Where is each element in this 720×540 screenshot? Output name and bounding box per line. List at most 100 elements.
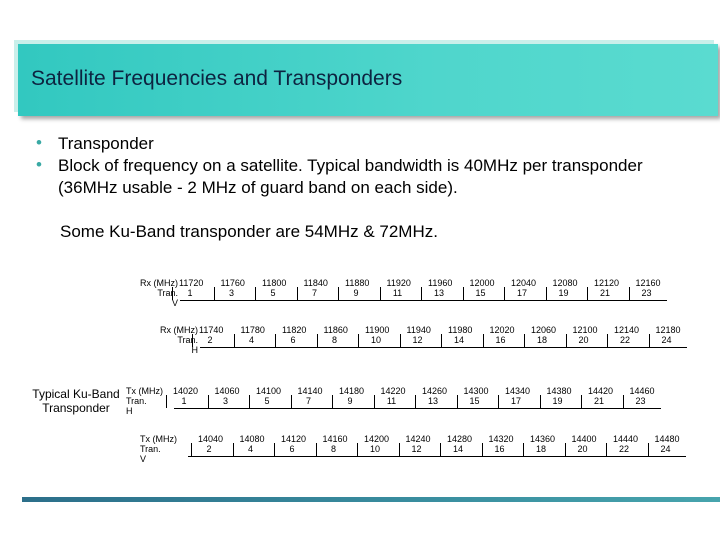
frequency-label: 11980 [448, 325, 473, 335]
transponder-cell: 11740 2 [199, 325, 223, 345]
transponder-number: 3 [222, 396, 228, 406]
channel-tick [545, 287, 547, 300]
frequency-label: 14100 [256, 386, 282, 396]
transponder-number: 4 [248, 335, 254, 345]
transponder-cell: 12100 20 [573, 325, 598, 345]
frequency-label: 14320 [488, 434, 514, 444]
channel-tick [539, 395, 541, 408]
channel-tick [332, 395, 333, 408]
frequency-label: 14440 [613, 434, 639, 444]
bullet-icon: • [36, 133, 42, 152]
transponder-number: 9 [347, 396, 353, 406]
frequency-label: 14420 [588, 386, 614, 396]
channel-tick [456, 395, 458, 408]
row-header-line: V [171, 298, 178, 308]
transponder-cell: 14380 19 [547, 386, 572, 406]
transponder-number: 12 [411, 444, 422, 454]
channel-tick [191, 443, 192, 456]
channel-tick [357, 443, 358, 456]
frequency-label: 14480 [654, 434, 680, 444]
transponder-number: 17 [516, 288, 527, 298]
transponder-cell: 11760 3 [221, 278, 245, 298]
transponder-cell: 14080 4 [239, 434, 265, 454]
channel-tick [290, 395, 292, 408]
frequency-label: 14340 [505, 386, 531, 396]
frequency-label: 12000 [469, 278, 495, 288]
transponder-number: 20 [578, 335, 589, 345]
bullet-text: Transponder [58, 134, 154, 153]
row-header-line: Tx (MHz) [140, 434, 177, 444]
frequency-label: 14460 [629, 386, 655, 396]
frequency-label: 14060 [214, 386, 240, 396]
transponder-number: 19 [558, 288, 569, 298]
row-header-line: Rx (MHz) [160, 325, 198, 335]
frequency-label: 11860 [323, 325, 348, 335]
transponder-number: 7 [305, 396, 311, 406]
frequency-label: 14300 [463, 386, 489, 396]
frequency-label: 14120 [281, 434, 307, 444]
frequency-label: 11940 [406, 325, 431, 335]
transponder-number: 15 [475, 288, 486, 298]
frequency-label: 14040 [198, 434, 224, 444]
transponder-cell: 14340 17 [505, 386, 531, 406]
frequency-label: 12060 [531, 325, 557, 335]
transponder-cell: 12060 18 [531, 325, 557, 345]
row-header-line: V [140, 454, 147, 464]
transponder-cell: 14160 8 [323, 434, 348, 454]
frequency-row: Tx (MHz) Tran. H 14020 1 14060 3 14100 5 14140 7 14… [126, 386, 665, 428]
transponder-cell: 14140 7 [297, 386, 323, 406]
transponder-number: 3 [228, 288, 234, 298]
channel-tick [315, 443, 317, 456]
frequency-label: 14080 [239, 434, 265, 444]
channel-tick [565, 334, 567, 347]
frequency-label: 12180 [655, 325, 681, 335]
channel-tick [166, 395, 167, 408]
channel-tick [275, 334, 276, 347]
channel-tick [398, 443, 400, 456]
transponder-cell: 11960 13 [428, 278, 452, 298]
bullet-list: • Transponder • Block of frequency on a … [36, 133, 678, 199]
row-header-line: Tx (MHz) [126, 386, 163, 396]
frequency-label: 14180 [339, 386, 365, 396]
channel-tick [564, 443, 566, 456]
row-header-line: H [126, 406, 133, 416]
transponder-cell: 14240 12 [406, 434, 431, 454]
transponder-number: 2 [207, 335, 213, 345]
frequency-row: Tx (MHz) Tran. V 14040 2 14080 4 14120 6 14160 8 14… [140, 434, 690, 476]
frequency-label: 12120 [594, 278, 620, 288]
transponder-number: 10 [369, 444, 380, 454]
bullet-item: • Transponder [36, 133, 678, 155]
transponder-number: 17 [510, 396, 521, 406]
frequency-label: 14280 [447, 434, 473, 444]
channel-tick [498, 395, 499, 408]
frequency-label: 11820 [282, 325, 307, 335]
row-header-line: Tran. [126, 396, 147, 406]
row-header-line: Tran. [140, 444, 161, 454]
frequency-label: 14220 [380, 386, 406, 396]
transponder-cell: 14200 10 [364, 434, 389, 454]
channel-tick [587, 287, 588, 300]
frequency-label: 12020 [489, 325, 515, 335]
channel-tick [523, 443, 524, 456]
channel-tick [421, 287, 422, 300]
transponder-number: 23 [635, 396, 646, 406]
transponder-cell: 14260 13 [422, 386, 447, 406]
transponder-cell: 11820 6 [282, 325, 307, 345]
baseline [180, 300, 667, 301]
transponder-number: 10 [370, 335, 381, 345]
transponder-cell: 14360 18 [530, 434, 555, 454]
channel-tick [192, 334, 193, 347]
bullet-icon: • [36, 155, 42, 174]
transponder-cell: 12160 23 [636, 278, 661, 298]
channel-tick [504, 287, 505, 300]
channel-tick [399, 334, 401, 347]
transponder-cell: 12020 16 [489, 325, 515, 345]
transponder-number: 22 [618, 444, 629, 454]
row-header: Rx (MHz) Tran. H [140, 325, 198, 355]
channel-tick [274, 443, 275, 456]
channel-tick [482, 334, 484, 347]
baseline [188, 456, 686, 457]
frequency-label: 14140 [297, 386, 323, 396]
frequency-label: 11800 [262, 278, 287, 288]
transponder-cell: 14460 23 [629, 386, 655, 406]
